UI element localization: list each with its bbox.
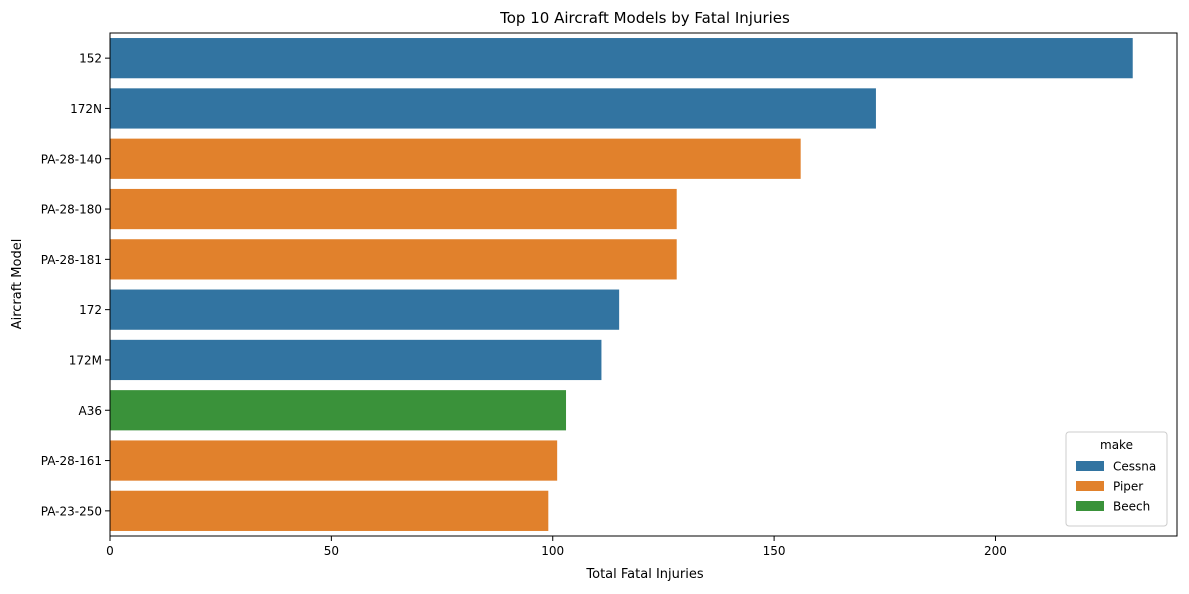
y-tick-label: 172N <box>70 102 102 116</box>
bar-a36 <box>110 390 567 431</box>
bar-172m <box>110 339 602 381</box>
plot-frame <box>109 32 1178 537</box>
y-tick-label: A36 <box>79 404 102 418</box>
x-tick-label: 100 <box>541 544 564 558</box>
bar-pa-28-181 <box>110 239 677 280</box>
y-tick-label: PA-23-250 <box>41 504 102 518</box>
legend-label-beech: Beech <box>1113 500 1150 514</box>
bar-172 <box>110 289 620 330</box>
y-tick-label: PA-28-180 <box>41 203 102 217</box>
legend-swatch-piper <box>1076 481 1104 491</box>
x-tick-label: 150 <box>763 544 786 558</box>
legend-label-cessna: Cessna <box>1113 460 1156 474</box>
legend-swatch-cessna <box>1076 461 1104 471</box>
bars-group <box>110 38 1133 531</box>
y-tick-label: 172M <box>69 353 102 367</box>
bar-pa-28-180 <box>110 188 677 230</box>
legend-title: make <box>1100 438 1133 452</box>
bar-pa-28-140 <box>110 138 801 179</box>
bar-172n <box>110 88 876 129</box>
bar-pa-28-161 <box>110 440 558 481</box>
legend: make Cessna Piper Beech <box>1065 431 1168 527</box>
legend-swatch-beech <box>1076 501 1104 511</box>
x-axis-ticks: 0 50 100 150 200 <box>106 536 1007 558</box>
x-tick-label: 200 <box>984 544 1007 558</box>
x-tick-label: 50 <box>324 544 339 558</box>
bar-152 <box>110 38 1133 79</box>
y-tick-label: PA-28-181 <box>41 253 102 267</box>
y-tick-label: PA-28-161 <box>41 454 102 468</box>
y-axis-label: Aircraft Model <box>10 239 25 330</box>
x-tick-label: 0 <box>106 544 114 558</box>
axes <box>109 32 1178 537</box>
y-axis-ticks: 152 172N PA-28-140 PA-28-180 PA-28-181 172 172… <box>41 52 110 518</box>
bar-pa-23-250 <box>110 490 549 531</box>
y-tick-label: 152 <box>79 52 102 66</box>
x-axis-label: Total Fatal Injuries <box>585 567 703 582</box>
chart-title: Top 10 Aircraft Models by Fatal Injuries <box>499 9 790 27</box>
y-tick-label: PA-28-140 <box>41 152 102 166</box>
y-tick-label: 172 <box>79 303 102 317</box>
legend-label-piper: Piper <box>1113 480 1143 494</box>
